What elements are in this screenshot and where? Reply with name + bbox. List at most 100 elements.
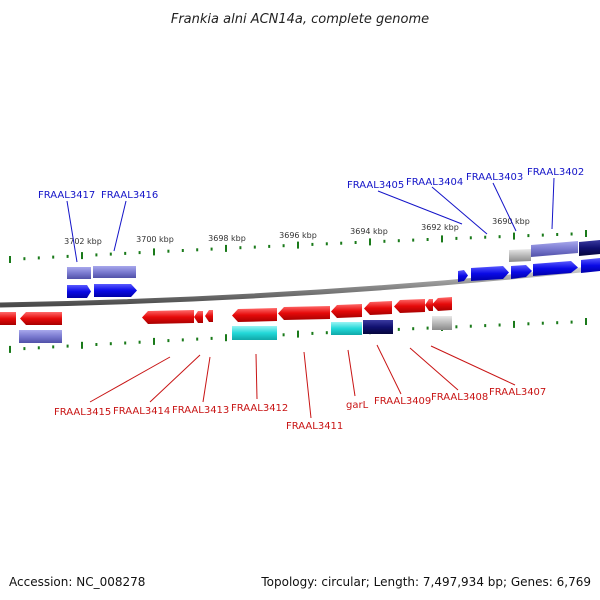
- minor-tick: [541, 321, 544, 325]
- gene-label-FRAAL3411[interactable]: FRAAL3411: [286, 421, 343, 432]
- minor-tick: [196, 337, 199, 341]
- gene-arrow[interactable]: [458, 270, 468, 282]
- gene-label-FRAAL3407[interactable]: FRAAL3407: [489, 387, 546, 398]
- gene-arrow[interactable]: [142, 310, 194, 324]
- major-tick: [585, 318, 587, 325]
- gene-arrow[interactable]: [331, 304, 362, 318]
- rna-feature[interactable]: [93, 266, 136, 278]
- gene-arrow[interactable]: [205, 310, 213, 322]
- navy-feature[interactable]: [579, 240, 600, 256]
- minor-tick: [181, 338, 184, 342]
- minor-tick: [282, 333, 285, 337]
- gene-label-FRAAL3405[interactable]: FRAAL3405: [347, 180, 404, 191]
- minor-tick: [455, 325, 458, 329]
- minor-tick: [52, 255, 55, 259]
- minor-tick: [66, 344, 69, 348]
- map-title: Frankia alni ACN14a, complete genome: [171, 12, 429, 27]
- minor-tick: [570, 320, 573, 324]
- minor-tick: [397, 239, 400, 243]
- gene-label-FRAAL3402[interactable]: FRAAL3402: [527, 167, 584, 178]
- leader-line: [377, 190, 463, 225]
- scale-label: 3698 kbp: [208, 234, 246, 243]
- gene-label-FRAAL3409[interactable]: FRAAL3409: [374, 396, 431, 407]
- minor-tick: [498, 323, 501, 327]
- gene-arrow[interactable]: [533, 261, 578, 276]
- minor-tick: [498, 235, 501, 239]
- minor-tick: [570, 232, 573, 236]
- major-tick: [585, 230, 587, 237]
- gene-arrow[interactable]: [581, 258, 600, 273]
- minor-tick: [239, 246, 242, 250]
- minor-tick: [426, 238, 429, 241]
- major-tick: [9, 256, 11, 263]
- reverse-gene-labels: [89, 344, 516, 419]
- grey-feature[interactable]: [432, 316, 452, 330]
- forward-strand-features: [67, 240, 600, 298]
- tick-row-inner: [9, 318, 587, 353]
- gene-label-FRAAL3415[interactable]: FRAAL3415: [54, 407, 111, 418]
- minor-tick: [541, 233, 544, 237]
- cyan-feature[interactable]: [331, 322, 362, 335]
- leader-line: [347, 349, 356, 397]
- genome-summary-text: Topology: circular; Length: 7,497,934 bp…: [260, 575, 591, 589]
- leader-line: [113, 200, 127, 252]
- leader-line: [492, 182, 517, 232]
- gene-label-garL[interactable]: garL: [346, 400, 369, 411]
- minor-tick: [124, 341, 127, 345]
- minor-tick: [124, 251, 127, 255]
- gene-arrow[interactable]: [194, 311, 203, 323]
- gene-label-FRAAL3413[interactable]: FRAAL3413: [172, 405, 229, 416]
- leader-line: [202, 356, 211, 403]
- gene-label-FRAAL3414[interactable]: FRAAL3414: [113, 406, 170, 417]
- accession-text: Accession: NC_008278: [9, 575, 145, 589]
- minor-tick: [210, 247, 213, 251]
- tick-row-outer: [9, 230, 587, 263]
- gene-arrow[interactable]: [67, 285, 91, 298]
- minor-tick: [412, 238, 415, 242]
- gene-label-FRAAL3408[interactable]: FRAAL3408: [431, 392, 488, 403]
- gene-arrow[interactable]: [0, 312, 16, 325]
- minor-tick: [268, 244, 271, 248]
- rna-feature[interactable]: [19, 330, 62, 343]
- cyan-feature[interactable]: [232, 326, 277, 340]
- gene-arrow[interactable]: [232, 308, 277, 322]
- gene-arrow[interactable]: [364, 301, 392, 315]
- leader-line: [409, 347, 459, 391]
- rna-feature[interactable]: [67, 267, 91, 279]
- minor-tick: [311, 242, 314, 246]
- minor-tick: [325, 331, 328, 335]
- forward-gene-labels: [66, 177, 555, 263]
- gene-arrow[interactable]: [511, 265, 532, 279]
- minor-tick: [210, 336, 213, 340]
- gene-arrow[interactable]: [278, 306, 330, 320]
- major-tick: [369, 238, 371, 246]
- gene-arrow[interactable]: [432, 297, 452, 311]
- gene-arrow[interactable]: [471, 266, 509, 281]
- gene-label-FRAAL3416[interactable]: FRAAL3416: [101, 190, 158, 201]
- gene-label-FRAAL3412[interactable]: FRAAL3412: [231, 403, 288, 414]
- major-tick: [297, 241, 299, 249]
- navy-feature[interactable]: [363, 320, 393, 334]
- minor-tick: [282, 244, 285, 248]
- gene-label-FRAAL3404[interactable]: FRAAL3404: [406, 177, 463, 188]
- gene-label-FRAAL3417[interactable]: FRAAL3417: [38, 190, 95, 201]
- gene-arrow[interactable]: [94, 284, 137, 297]
- grey-feature[interactable]: [509, 249, 531, 262]
- minor-tick: [412, 327, 415, 331]
- minor-tick: [340, 241, 343, 245]
- minor-tick: [138, 340, 141, 344]
- gene-arrow[interactable]: [394, 299, 425, 313]
- major-tick: [441, 235, 443, 243]
- major-tick: [225, 334, 227, 342]
- minor-tick: [95, 253, 98, 257]
- gene-label-FRAAL3403[interactable]: FRAAL3403: [466, 172, 523, 183]
- scale-label: 3696 kbp: [279, 231, 317, 240]
- gene-arrow[interactable]: [20, 312, 62, 325]
- minor-tick: [484, 235, 487, 239]
- minor-tick: [66, 254, 69, 258]
- major-tick: [81, 252, 83, 260]
- rna-feature[interactable]: [531, 241, 578, 257]
- minor-tick: [23, 257, 26, 261]
- gene-arrow[interactable]: [425, 299, 433, 311]
